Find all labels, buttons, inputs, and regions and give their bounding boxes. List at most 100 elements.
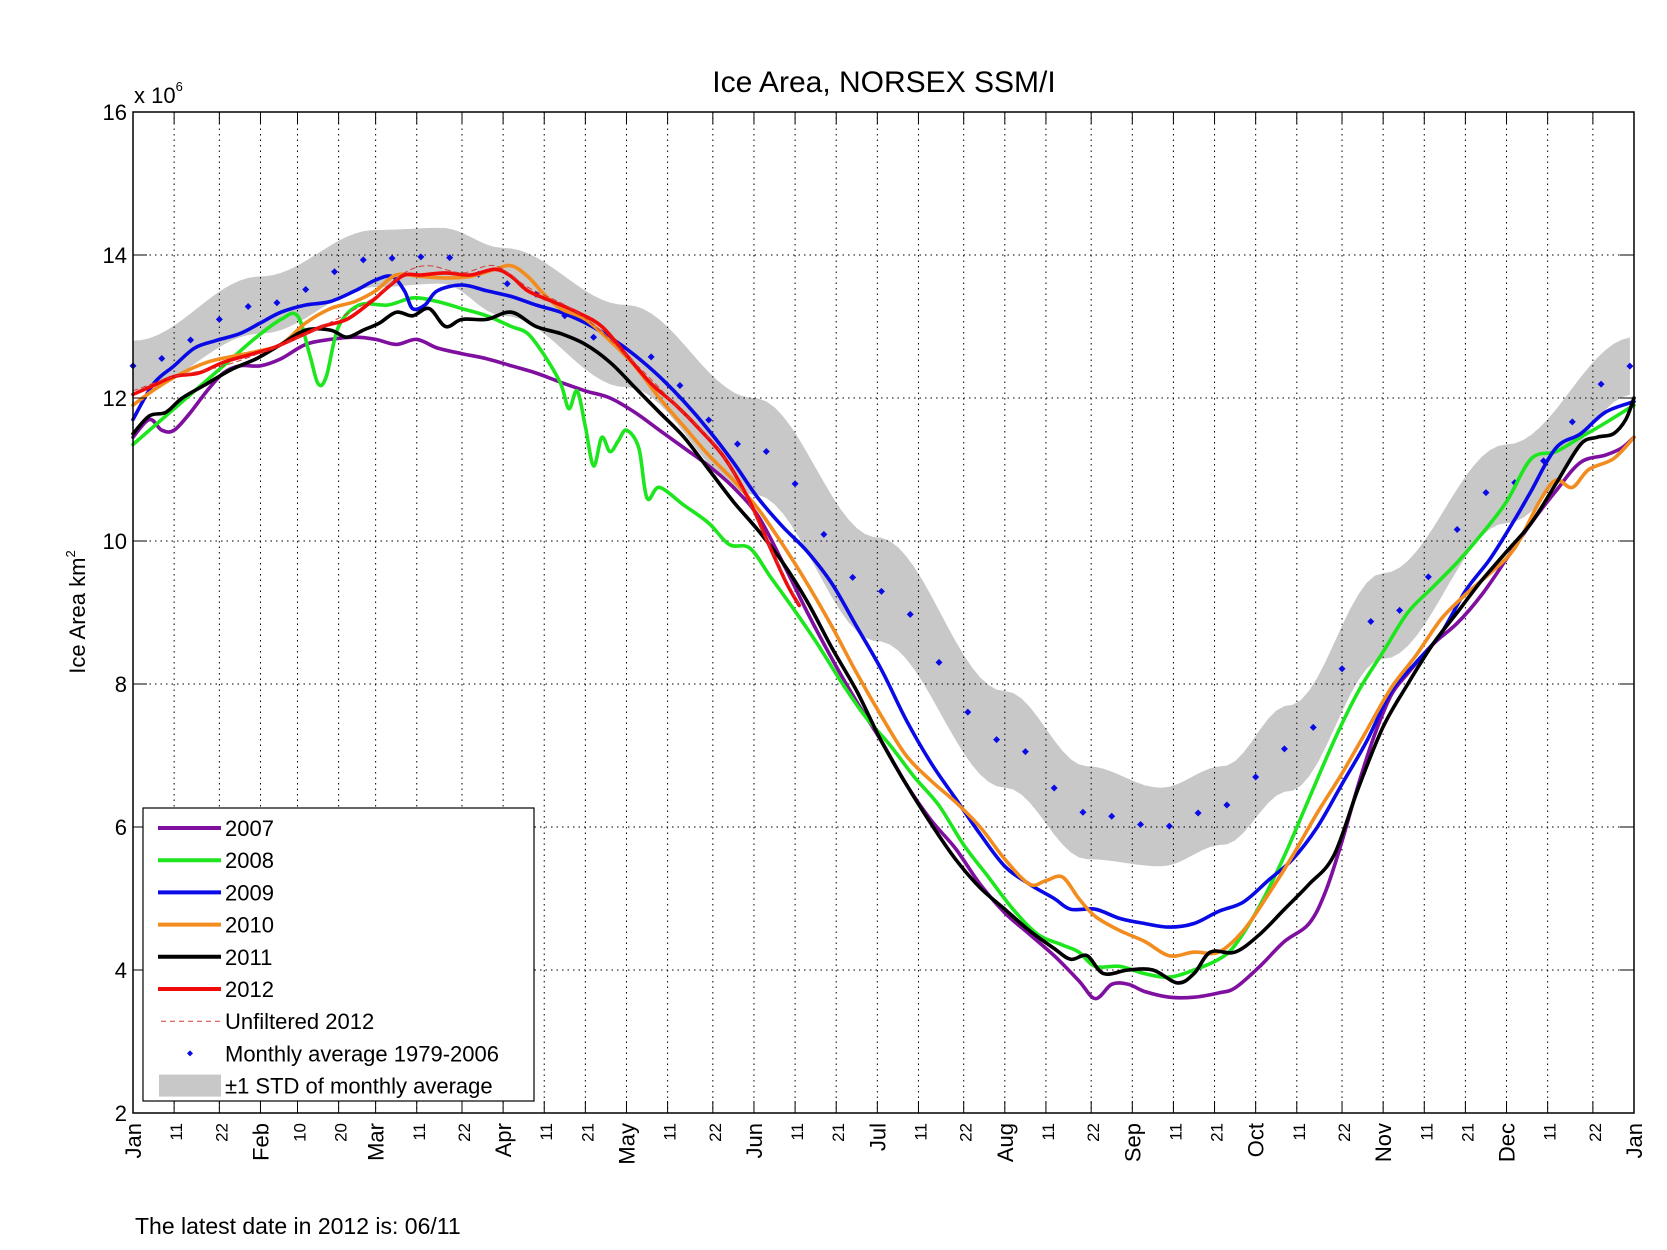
monthly-average-point	[849, 573, 857, 581]
x-tick-label: 22	[957, 1123, 976, 1142]
series-line-2008	[131, 296, 1636, 979]
legend-label: Unfiltered 2012	[225, 1009, 374, 1034]
x-tick-label: 11	[410, 1123, 429, 1141]
x-tick-label: 11	[1039, 1123, 1058, 1141]
monthly-average-point	[244, 302, 252, 310]
series-line-2009	[131, 274, 1636, 929]
x-tick-label: Feb	[248, 1123, 273, 1161]
legend-label: ±1 STD of monthly average	[225, 1074, 493, 1099]
legend-item: ±1 STD of monthly average	[159, 1074, 493, 1099]
legend-label: 2012	[225, 977, 274, 1002]
series-line-2012	[131, 267, 801, 608]
x-tick-label: Dec	[1495, 1123, 1520, 1162]
legend-box	[142, 807, 535, 1102]
x-tick-label: Jan	[1622, 1123, 1647, 1158]
legend-label: 2007	[225, 816, 274, 841]
x-tick-label: 22	[1084, 1123, 1103, 1142]
monthly-average-point	[1597, 380, 1605, 388]
monthly-average-point	[331, 268, 339, 276]
x-tick-label: Jan	[121, 1123, 146, 1158]
series-line-unfiltered-2012	[132, 264, 800, 606]
series-line-2011	[131, 306, 1636, 985]
monthly-average-point	[1108, 812, 1116, 820]
monthly-average-point	[676, 381, 684, 389]
monthly-average-point	[446, 254, 454, 262]
legend-label: 2008	[225, 848, 274, 873]
monthly-average-point	[273, 299, 281, 307]
monthly-average-point	[1079, 808, 1087, 816]
x-tick-label: 21	[829, 1123, 848, 1142]
legend-swatch	[159, 1074, 221, 1097]
monthly-average-point	[734, 440, 742, 448]
monthly-average-point	[1482, 489, 1490, 497]
axes-layer: Jan 11 22 Feb 10 20 Mar 11 22 Apr 11 21 May 11 22 Jun 11…	[103, 100, 1647, 1165]
legend: 2007 2008 2009 2010 2011 2012 Unfiltered 2012 M…	[142, 807, 535, 1102]
x-tick-label: 11	[911, 1123, 930, 1141]
monthly-average-point	[964, 708, 972, 716]
x-tick-label: 21	[578, 1123, 597, 1142]
x-tick-label: 11	[537, 1123, 556, 1141]
monthly-average-point	[1338, 665, 1346, 673]
std-band	[133, 227, 1630, 867]
monthly-average-point	[1050, 784, 1058, 792]
monthly-average-point	[1194, 809, 1202, 817]
x-tick-label: 11	[788, 1123, 807, 1141]
plot-frame	[132, 111, 1635, 1114]
x-tick-label: Jul	[865, 1123, 890, 1151]
monthly-average-point	[906, 610, 914, 618]
std-band-layer	[133, 227, 1630, 867]
x-tick-label: May	[614, 1123, 639, 1165]
x-tick-label: 22	[1586, 1123, 1605, 1142]
legend-label: 2011	[225, 945, 272, 970]
x-tick-label: 22	[1335, 1123, 1354, 1142]
monthly-average-point	[791, 480, 799, 488]
y-axis-label: Ice Area km2	[63, 550, 90, 673]
y-tick-label: 16	[103, 100, 127, 125]
legend-item: 2009	[158, 880, 274, 905]
monthly-average-layer	[129, 253, 1634, 830]
monthly-average-point	[1453, 525, 1461, 533]
x-tick-label: Sep	[1120, 1123, 1145, 1162]
monthly-average-point	[1137, 820, 1145, 828]
y-tick-label: 2	[115, 1101, 127, 1126]
legend-item: Unfiltered 2012	[161, 1009, 374, 1034]
x-tick-label: 22	[706, 1123, 725, 1142]
chart-title: Ice Area, NORSEX SSM/I	[712, 66, 1055, 99]
legend-item: 2012	[158, 977, 274, 1002]
x-tick-label: Nov	[1371, 1123, 1396, 1162]
x-tick-label: Mar	[364, 1123, 389, 1161]
x-tick-label: 11	[1290, 1123, 1309, 1141]
x-tick-label: Oct	[1244, 1123, 1269, 1157]
monthly-average-point	[1424, 573, 1432, 581]
x-tick-label: 22	[455, 1123, 474, 1142]
y-multiplier: x 106	[134, 79, 183, 108]
latest-date-note: The latest date in 2012 is: 06/11	[135, 1213, 461, 1239]
x-tick-label: 11	[1541, 1123, 1560, 1141]
y-multiplier-base: x 10	[134, 83, 176, 108]
x-tick-label: 20	[332, 1123, 351, 1142]
monthly-average-point	[877, 587, 885, 595]
legend-label: Monthly average 1979-2006	[225, 1041, 499, 1066]
monthly-average-point	[762, 448, 770, 456]
x-tick-label: 11	[1166, 1123, 1185, 1141]
monthly-average-point	[1252, 773, 1260, 781]
monthly-average-point	[158, 354, 166, 362]
legend-item: 2008	[158, 848, 274, 873]
y-tick-label: 14	[103, 243, 127, 268]
y-tick-label: 6	[115, 815, 127, 840]
monthly-average-point	[359, 256, 367, 264]
monthly-average-point	[388, 254, 396, 262]
x-tick-label: 11	[661, 1123, 680, 1141]
x-tick-label: Jun	[742, 1123, 767, 1158]
x-tick-label: 22	[212, 1123, 231, 1142]
x-tick-label: 11	[1417, 1123, 1436, 1141]
monthly-average-point	[503, 280, 511, 288]
legend-item: 2010	[158, 913, 274, 938]
y-axis-label-sup: 2	[63, 550, 78, 557]
legend-item: 2011	[158, 945, 272, 970]
y-axis-label-main: Ice Area km	[65, 558, 90, 674]
monthly-average-point	[215, 315, 223, 323]
legend-item: Monthly average 1979-2006	[187, 1041, 499, 1066]
x-tick-label: Apr	[491, 1123, 516, 1157]
